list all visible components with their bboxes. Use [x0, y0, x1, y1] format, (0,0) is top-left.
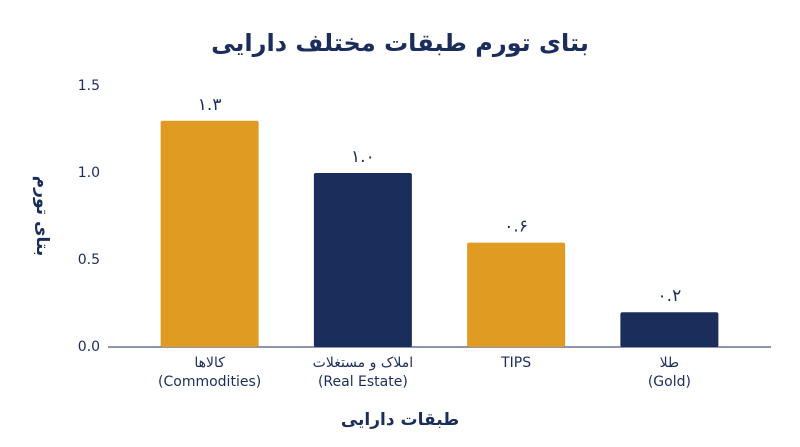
x-axis-label: طبقات دارایی: [341, 410, 459, 430]
bar: [620, 312, 719, 347]
bar: [160, 120, 259, 347]
y-tick-label: 1.0: [78, 165, 100, 181]
x-tick-label: (Gold): [648, 374, 691, 390]
bar: [313, 173, 412, 347]
value-label: ۰.۶: [504, 217, 528, 237]
bar: [467, 242, 566, 347]
x-tick-label: کالاها: [194, 355, 225, 371]
y-tick-label: 0.0: [78, 339, 100, 355]
value-label: ۱.۳: [198, 95, 222, 115]
x-tick-label: (Commodities): [158, 374, 261, 390]
chart-title: بتای تورم طبقات مختلف دارایی: [211, 29, 589, 57]
y-axis-label: بتای تورم: [32, 176, 52, 257]
x-tick-label: TIPS: [500, 355, 531, 371]
x-tick-label: (Real Estate): [318, 374, 408, 390]
y-tick-label: 0.5: [78, 252, 100, 268]
value-label: ۰.۲: [658, 286, 682, 306]
y-tick-label: 1.5: [78, 78, 100, 94]
x-tick-label: طلا: [660, 355, 680, 371]
value-label: ۱.۰: [351, 147, 375, 167]
x-tick-label: املاک و مستغلات: [313, 355, 413, 371]
